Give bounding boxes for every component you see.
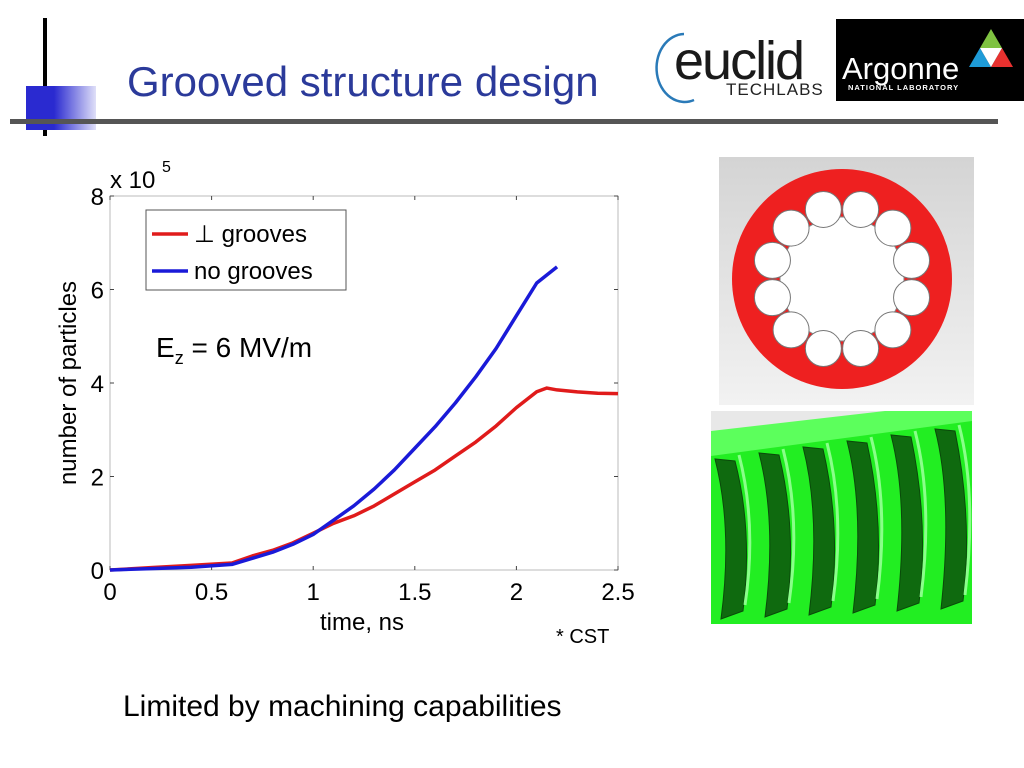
x-tick-label: 2 (510, 579, 523, 606)
structure-groove (758, 452, 792, 618)
structure-groove (934, 428, 968, 610)
structure-groove-highlight (957, 424, 972, 596)
argonne-subtitle: NATIONAL LABORATORY (848, 83, 960, 92)
euclid-logo: euclid TECHLABS (654, 22, 834, 104)
cavity-hole (893, 279, 931, 317)
y-tick-label: 0 (91, 558, 104, 585)
structure-groove-highlight (825, 442, 840, 602)
euclid-subtitle: TECHLABS (726, 80, 824, 99)
argonne-logo: Argonne NATIONAL LABORATORY (836, 19, 1024, 101)
x-tick-label: 1.5 (398, 579, 431, 606)
structure-groove (714, 458, 748, 620)
cavity-hole (804, 190, 842, 228)
cavity-hole (893, 241, 931, 279)
cavity-hole (772, 209, 810, 247)
structure-groove-highlight (737, 454, 752, 606)
argonne-wordmark: Argonne (842, 51, 960, 86)
structure-groove (890, 434, 924, 612)
y-tick-label: 8 (91, 184, 104, 211)
argonne-triangle-icon (969, 29, 1013, 67)
header-vertical-line (43, 18, 47, 136)
cavity-bore (779, 216, 905, 342)
series-line-no-grooves (109, 265, 559, 572)
structure-groove (846, 440, 880, 614)
x-tick-label: 0 (103, 579, 116, 606)
y-tick-label: 6 (91, 278, 104, 305)
legend-box (145, 209, 347, 291)
cavity-hole (842, 330, 880, 368)
legend: ⊥ grooves no grooves (145, 209, 347, 291)
x-axis-label: time, ns (320, 609, 404, 636)
cavity-hole (753, 279, 791, 317)
euclid-swoosh-icon (655, 32, 695, 104)
euclid-wordmark: euclid (674, 31, 805, 91)
cavity-hole (842, 190, 880, 228)
y-multiplier-exponent: 5 (162, 159, 171, 176)
x-tick-label: 0.5 (195, 579, 228, 606)
cavity-hole (772, 311, 810, 349)
cavity-hole (804, 330, 842, 368)
structure-groove-highlight (869, 436, 884, 600)
grooved-structure-image (711, 411, 972, 624)
structure-groove-highlight (913, 430, 928, 598)
x-tick-label: 2.5 (601, 579, 634, 606)
y-axis-label: number of particles (55, 281, 82, 485)
legend-label-grooves: ⊥ grooves (194, 221, 307, 248)
particles-chart: 0 0.5 1 1.5 2 2.5 0 2 4 6 8x 10 5 time, ns number of … (55, 159, 635, 636)
cavity-hole (874, 209, 912, 247)
series-line-grooves (109, 386, 619, 572)
y-multiplier-label: x 10 (110, 167, 155, 194)
source-note: * CST (556, 626, 610, 648)
legend-label-no-grooves: no grooves (194, 258, 313, 285)
field-annotation: Ez = 6 MV/m (156, 332, 312, 368)
cavity-hole (874, 311, 912, 349)
x-tick-label: 1 (307, 579, 320, 606)
structure-top-edge (711, 411, 972, 456)
cavity-hole (753, 241, 791, 279)
structure-groove (802, 446, 836, 616)
y-tick-label: 2 (91, 465, 104, 492)
structure-groove-highlight (781, 448, 796, 604)
cavity-cross-section-image (719, 157, 974, 405)
header-horizontal-line (10, 119, 998, 124)
slide-footnote: Limited by machining capabilities (123, 690, 562, 723)
y-tick-label: 4 (91, 371, 104, 398)
slide-title: Grooved structure design (127, 58, 599, 105)
